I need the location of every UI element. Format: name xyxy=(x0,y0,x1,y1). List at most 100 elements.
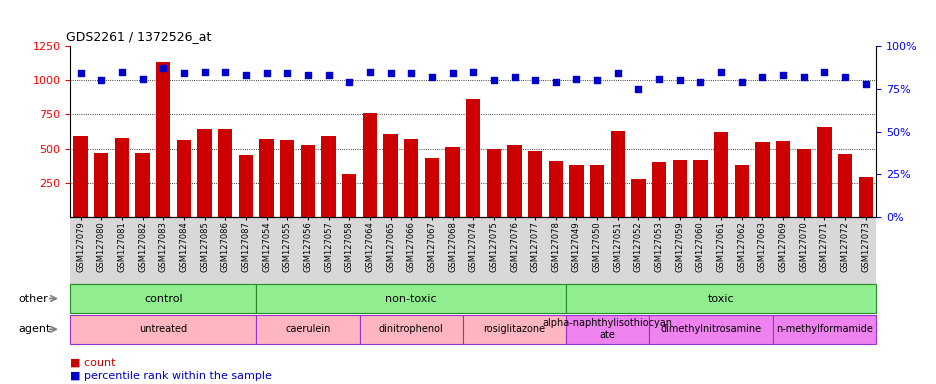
Point xyxy=(114,69,129,75)
Text: n-methylformamide: n-methylformamide xyxy=(775,324,872,334)
Point xyxy=(73,70,88,76)
Bar xyxy=(135,153,150,217)
Bar xyxy=(857,177,872,217)
Bar xyxy=(648,315,772,344)
Bar xyxy=(256,315,359,344)
Point xyxy=(589,77,604,83)
Bar xyxy=(218,129,232,217)
Point xyxy=(816,69,831,75)
Bar xyxy=(734,165,748,217)
Bar xyxy=(651,162,665,217)
Text: toxic: toxic xyxy=(707,293,734,304)
Bar xyxy=(754,142,768,217)
Text: GDS2261 / 1372526_at: GDS2261 / 1372526_at xyxy=(66,30,212,43)
Text: dimethylnitrosamine: dimethylnitrosamine xyxy=(660,324,761,334)
Point xyxy=(527,77,542,83)
Bar xyxy=(239,156,253,217)
Bar xyxy=(713,132,727,217)
Bar xyxy=(342,174,356,217)
Text: ■ percentile rank within the sample: ■ percentile rank within the sample xyxy=(70,371,271,381)
Text: dinitrophenol: dinitrophenol xyxy=(378,324,443,334)
Text: caerulein: caerulein xyxy=(285,324,330,334)
Bar xyxy=(816,127,831,217)
Bar xyxy=(565,284,875,313)
Bar xyxy=(114,138,129,217)
Point xyxy=(362,69,377,75)
Point xyxy=(672,77,687,83)
Bar xyxy=(837,154,852,217)
Bar xyxy=(775,141,789,217)
Bar xyxy=(610,131,624,217)
Bar xyxy=(256,284,565,313)
Bar xyxy=(548,161,563,217)
Bar xyxy=(569,165,583,217)
Point xyxy=(321,72,336,78)
Text: alpha-naphthylisothiocyan
ate: alpha-naphthylisothiocyan ate xyxy=(542,318,672,340)
Point xyxy=(383,70,398,76)
Point xyxy=(548,79,563,85)
Bar xyxy=(94,153,109,217)
Bar xyxy=(70,315,256,344)
Point xyxy=(693,79,708,85)
Point xyxy=(135,76,150,82)
Bar xyxy=(70,284,256,313)
Point xyxy=(258,70,273,76)
Point xyxy=(176,70,191,76)
Bar xyxy=(506,144,521,217)
Point xyxy=(651,76,665,82)
Point xyxy=(424,74,439,80)
Bar xyxy=(156,63,170,217)
Point xyxy=(280,70,295,76)
Point xyxy=(342,79,357,85)
Bar xyxy=(772,315,875,344)
Bar xyxy=(403,139,418,217)
Bar xyxy=(590,165,604,217)
Point xyxy=(238,72,253,78)
Bar xyxy=(527,151,542,217)
Point xyxy=(465,69,480,75)
Point xyxy=(506,74,521,80)
Bar xyxy=(300,144,314,217)
Bar xyxy=(565,315,648,344)
Text: agent: agent xyxy=(19,324,51,334)
Point xyxy=(94,77,109,83)
Point xyxy=(857,81,872,87)
Bar xyxy=(197,129,212,217)
Point xyxy=(568,76,583,82)
Bar xyxy=(362,113,376,217)
Point xyxy=(403,70,418,76)
Bar xyxy=(796,149,811,217)
Text: rosiglitazone: rosiglitazone xyxy=(483,324,545,334)
Point xyxy=(300,72,315,78)
Text: untreated: untreated xyxy=(139,324,187,334)
Point xyxy=(486,77,501,83)
Bar xyxy=(73,136,88,217)
Point xyxy=(713,69,728,75)
Bar xyxy=(383,134,398,217)
Bar xyxy=(445,147,460,217)
Bar xyxy=(462,315,565,344)
Text: other: other xyxy=(19,293,49,304)
Bar xyxy=(280,141,294,217)
Point xyxy=(197,69,212,75)
Point xyxy=(837,74,852,80)
Text: ■ count: ■ count xyxy=(70,358,116,368)
Point xyxy=(155,65,170,71)
Text: non-toxic: non-toxic xyxy=(385,293,436,304)
Point xyxy=(734,79,749,85)
Bar xyxy=(486,149,501,217)
Point xyxy=(796,74,811,80)
Text: control: control xyxy=(144,293,183,304)
Point xyxy=(445,70,460,76)
Bar xyxy=(177,141,191,217)
Point xyxy=(775,72,790,78)
Bar xyxy=(321,136,335,217)
Point xyxy=(217,69,232,75)
Bar xyxy=(424,158,439,217)
Bar xyxy=(631,179,645,217)
Bar xyxy=(359,315,462,344)
Bar xyxy=(693,159,707,217)
Point xyxy=(609,70,624,76)
Point xyxy=(630,86,645,92)
Point xyxy=(754,74,769,80)
